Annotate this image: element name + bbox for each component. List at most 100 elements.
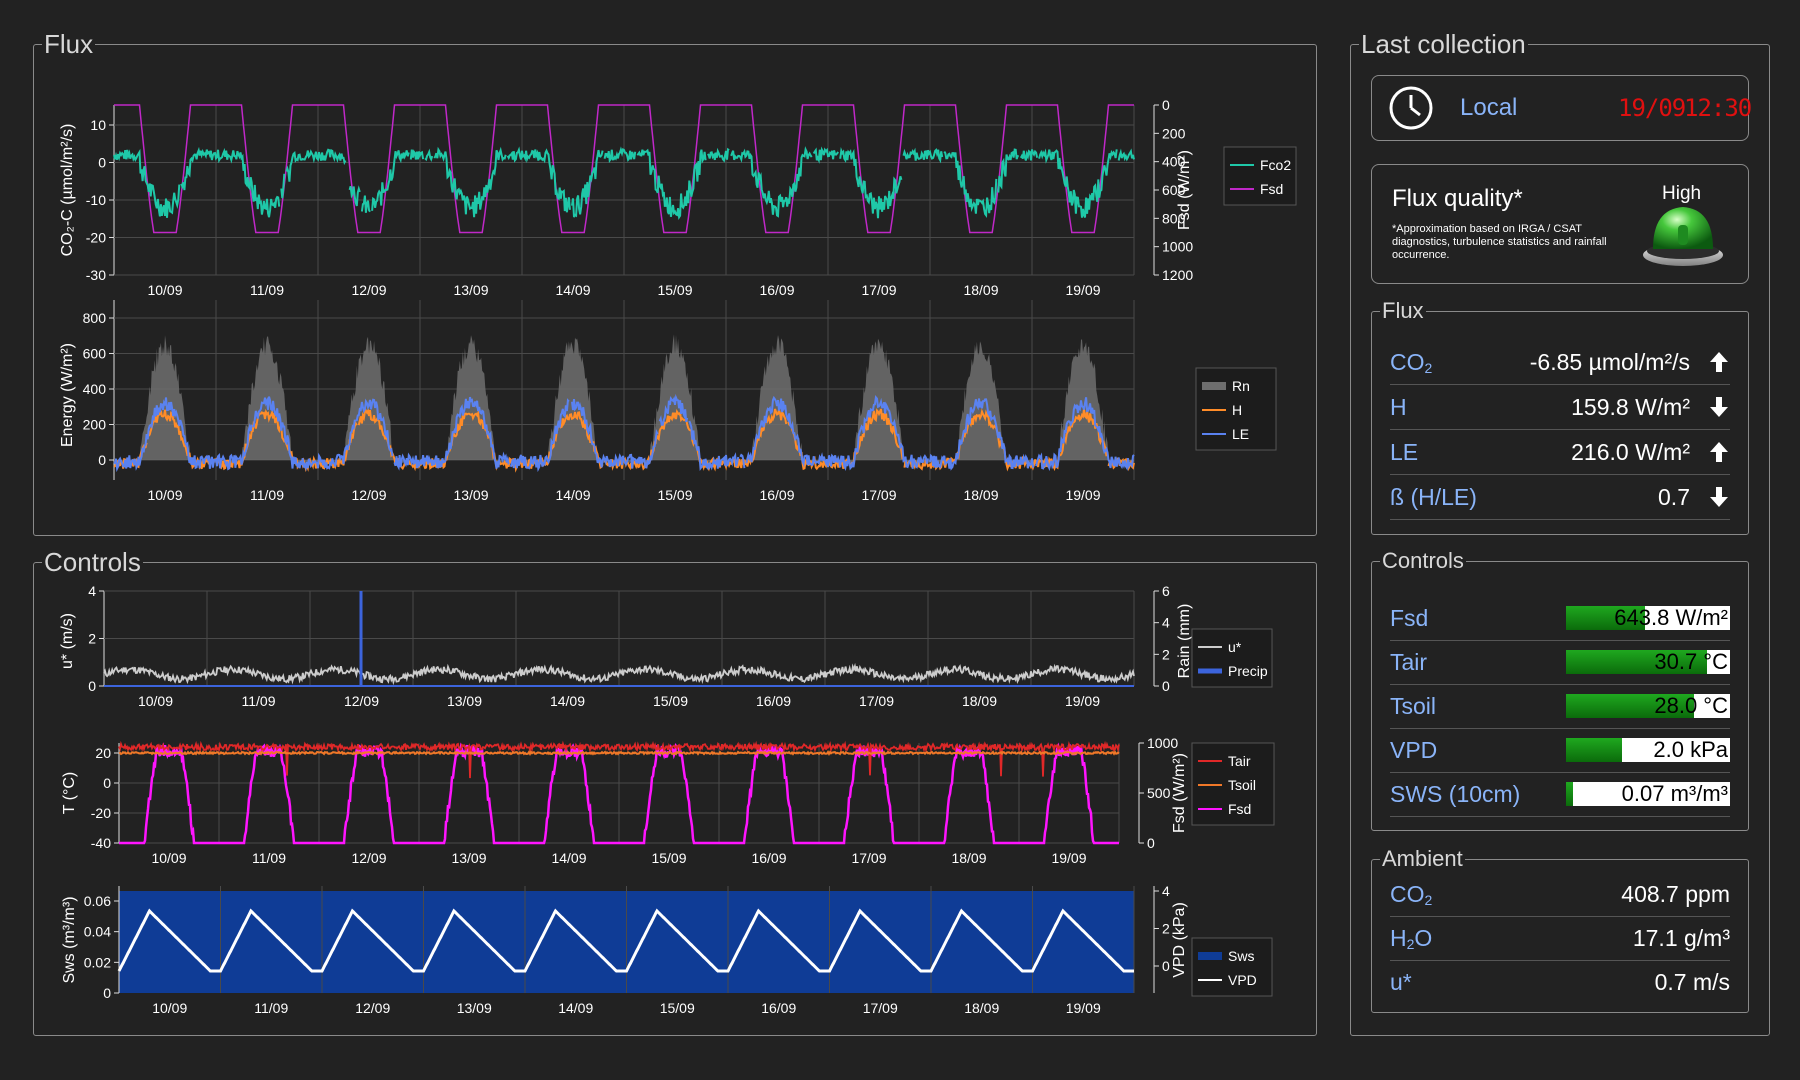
y-tick-label: 800 <box>83 310 107 326</box>
date-tick-label: 15/09 <box>657 487 692 503</box>
row-label: H <box>1390 393 1407 420</box>
y-tick-label: 200 <box>83 417 107 433</box>
y-tick-label: 0 <box>1147 835 1155 851</box>
y-tick-label: 0 <box>1162 958 1170 974</box>
date-tick-label: 14/09 <box>551 850 586 866</box>
date-tick-label: 11/09 <box>242 693 276 709</box>
flux-row-1: H 159.8 W/m² <box>1390 385 1730 430</box>
y-tick-label: 200 <box>1162 125 1186 141</box>
legend-label: LE <box>1232 426 1249 442</box>
energy-chart: 10/09 11/09 12/09 13/09 14/09 15/09 16/09 17/09… <box>59 300 1277 503</box>
date-tick-label: 15/09 <box>653 693 688 709</box>
row-label: Tsoil <box>1390 692 1437 719</box>
date-tick-label: 10/09 <box>152 1000 187 1016</box>
row-label: Fsd <box>1390 604 1429 631</box>
row-label: LE <box>1390 438 1419 465</box>
y-tick-label: 0 <box>98 155 106 171</box>
date-tick-label: 11/09 <box>250 487 284 503</box>
legend-box <box>1223 146 1297 206</box>
y-tick-label: 6 <box>1162 583 1170 599</box>
date-tick-label: 18/09 <box>962 693 997 709</box>
date-tick-label: 14/09 <box>555 487 590 503</box>
legend-label: Tair <box>1228 753 1251 769</box>
date-tick-label: 13/09 <box>451 850 486 866</box>
y-tick-label: 0 <box>88 678 96 694</box>
y-tick-label: 0 <box>1162 678 1170 694</box>
y2-axis-label: Rain (mm) <box>1176 604 1193 679</box>
legend-label: Sws <box>1228 948 1254 964</box>
date-tick-label: 16/09 <box>756 693 791 709</box>
date-tick-label: 10/09 <box>138 693 173 709</box>
legend-label: Fsd <box>1228 801 1251 817</box>
last-collection-panel: Last collection Local 19/09 12:30 Flux q… <box>1350 29 1770 1036</box>
row-value: 17.1 g/m³ <box>1632 924 1730 951</box>
row-label: Tair <box>1390 648 1428 675</box>
y-tick-label: -20 <box>86 230 106 246</box>
legend-label: Fco2 <box>1260 157 1291 173</box>
tsoil-series-line <box>118 749 1120 757</box>
y-tick-label: 0.04 <box>84 924 111 940</box>
y-tick-label: -40 <box>91 835 111 851</box>
date-readout: 19/09 <box>1618 94 1686 122</box>
date-tick-label: 17/09 <box>851 850 886 866</box>
legend-label: Fsd <box>1260 181 1283 197</box>
date-tick-label: 17/09 <box>861 282 896 295</box>
y-tick-label: 600 <box>83 346 107 362</box>
y-tick-label: 2 <box>88 631 96 647</box>
date-tick-label: 12/09 <box>351 850 386 866</box>
date-tick-label: 16/09 <box>751 850 786 866</box>
y2-axis-label: Fsd (W/m²) <box>1171 753 1188 833</box>
y-tick-label: -20 <box>91 805 111 821</box>
trend-down-icon <box>1710 397 1728 417</box>
date-tick-label: 19/09 <box>1051 850 1086 866</box>
control-row-1: Tair 30.7 °C <box>1390 640 1730 685</box>
y-axis-label: u* (m/s) <box>59 613 76 669</box>
level-bar: 30.7 °C <box>1566 650 1730 674</box>
date-tick-label: 15/09 <box>660 1000 695 1016</box>
row-value: 30.7 °C <box>1566 650 1730 674</box>
y-axis-label: Sws (m³/m³) <box>61 896 78 983</box>
row-label: u* <box>1390 968 1412 995</box>
flux-quality-box: Flux quality* *Approximation based on IR… <box>1371 164 1749 284</box>
row-value: 0.07 m³/m³ <box>1566 782 1730 806</box>
row-label: ß (H/LE) <box>1390 483 1477 510</box>
date-tick-label: 14/09 <box>550 693 585 709</box>
co2-flux-chart: 10/09 11/09 12/09 13/09 14/09 15/09 16/09 17/09… <box>59 97 1297 295</box>
date-tick-label: 10/09 <box>147 487 182 503</box>
date-tick-label: 19/09 <box>1065 693 1100 709</box>
legend-label: Tsoil <box>1228 777 1256 793</box>
flux-summary-box: Flux CO2 -6.85 µmol/m²/s H 159.8 W/m² LE 216.… <box>1371 298 1749 535</box>
y-tick-label: 1000 <box>1162 239 1193 255</box>
level-bar: 28.0 °C <box>1566 694 1730 718</box>
controls-summary-title: Controls <box>1380 548 1466 574</box>
y-tick-label: 1000 <box>1147 735 1178 751</box>
row-value: 159.8 W/m² <box>1571 394 1730 421</box>
trend-down-icon <box>1710 487 1728 507</box>
y-tick-label: 4 <box>1162 883 1170 899</box>
date-tick-label: 19/09 <box>1066 1000 1101 1016</box>
ambient-summary-title: Ambient <box>1380 846 1465 872</box>
date-tick-label: 15/09 <box>657 282 692 295</box>
row-label: CO2 <box>1390 880 1433 908</box>
ambient-row-1: H2O 17.1 g/m³ <box>1390 916 1730 961</box>
controls-panel: Controls 10/09 11/09 12/09 13/09 14/09 15/09 1… <box>33 547 1317 1036</box>
timestamp-box: Local 19/09 12:30 <box>1371 75 1752 141</box>
sws-vpd-chart: 10/09 11/09 12/09 13/09 14/09 15/09 16/09 17/09… <box>61 883 1273 1016</box>
row-value: 408.7 ppm <box>1621 880 1730 907</box>
y-tick-label: 0 <box>103 775 111 791</box>
vpd-series-line <box>117 908 1134 973</box>
row-value: 643.8 W/m² <box>1566 606 1730 630</box>
level-bar: 0.07 m³/m³ <box>1566 782 1730 806</box>
y-tick-label: 600 <box>1162 182 1186 198</box>
row-value: 2.0 kPa <box>1566 738 1730 762</box>
rn-series-area <box>114 334 1134 464</box>
control-row-0: Fsd 643.8 W/m² <box>1390 596 1730 641</box>
date-tick-label: 18/09 <box>963 487 998 503</box>
ambient-row-0: CO2 408.7 ppm <box>1390 872 1730 917</box>
last-collection-title: Last collection <box>1359 29 1528 59</box>
flux-summary-title: Flux <box>1380 298 1426 324</box>
temperature-chart: 10/09 11/09 12/09 13/09 14/09 15/09 16/09 17/09… <box>61 735 1275 866</box>
y-tick-label: 500 <box>1147 785 1171 801</box>
level-bar: 2.0 kPa <box>1566 738 1730 762</box>
date-tick-label: 12/09 <box>355 1000 390 1016</box>
